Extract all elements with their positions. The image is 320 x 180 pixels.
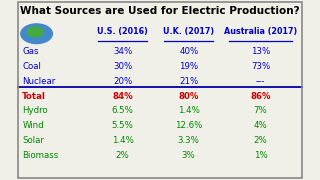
Text: 34%: 34% bbox=[113, 47, 132, 56]
Text: 80%: 80% bbox=[179, 92, 199, 101]
Text: 6.5%: 6.5% bbox=[112, 106, 134, 115]
Text: Solar: Solar bbox=[22, 136, 44, 145]
Circle shape bbox=[21, 24, 52, 44]
Text: 2%: 2% bbox=[116, 151, 130, 160]
Text: What Sources are Used for Electric Production?: What Sources are Used for Electric Produ… bbox=[20, 6, 300, 16]
Text: Wind: Wind bbox=[22, 121, 44, 130]
Text: U.K. (2017): U.K. (2017) bbox=[163, 27, 214, 36]
Text: Nuclear: Nuclear bbox=[22, 77, 55, 86]
Text: Biomass: Biomass bbox=[22, 151, 59, 160]
Text: Gas: Gas bbox=[22, 47, 39, 56]
Text: 30%: 30% bbox=[113, 62, 132, 71]
Text: 3%: 3% bbox=[182, 151, 196, 160]
Text: 21%: 21% bbox=[179, 77, 198, 86]
Text: 12.6%: 12.6% bbox=[175, 121, 202, 130]
Text: 13%: 13% bbox=[251, 47, 270, 56]
Text: 1%: 1% bbox=[253, 151, 267, 160]
Text: 19%: 19% bbox=[179, 62, 198, 71]
Text: Total: Total bbox=[22, 92, 46, 101]
Text: Hydro: Hydro bbox=[22, 106, 48, 115]
Circle shape bbox=[27, 27, 43, 37]
Text: 3.3%: 3.3% bbox=[178, 136, 200, 145]
Text: Coal: Coal bbox=[22, 62, 41, 71]
Text: 5.5%: 5.5% bbox=[112, 121, 134, 130]
Text: 1.4%: 1.4% bbox=[112, 136, 134, 145]
Text: 1.4%: 1.4% bbox=[178, 106, 200, 115]
Text: Australia (2017): Australia (2017) bbox=[224, 27, 297, 36]
Text: 84%: 84% bbox=[112, 92, 133, 101]
Text: 20%: 20% bbox=[113, 77, 132, 86]
Text: 40%: 40% bbox=[179, 47, 198, 56]
Text: 4%: 4% bbox=[253, 121, 267, 130]
Text: ---: --- bbox=[256, 77, 265, 86]
Text: 2%: 2% bbox=[253, 136, 267, 145]
Text: U.S. (2016): U.S. (2016) bbox=[97, 27, 148, 36]
Text: 86%: 86% bbox=[250, 92, 271, 101]
Text: 73%: 73% bbox=[251, 62, 270, 71]
Text: 7%: 7% bbox=[253, 106, 267, 115]
